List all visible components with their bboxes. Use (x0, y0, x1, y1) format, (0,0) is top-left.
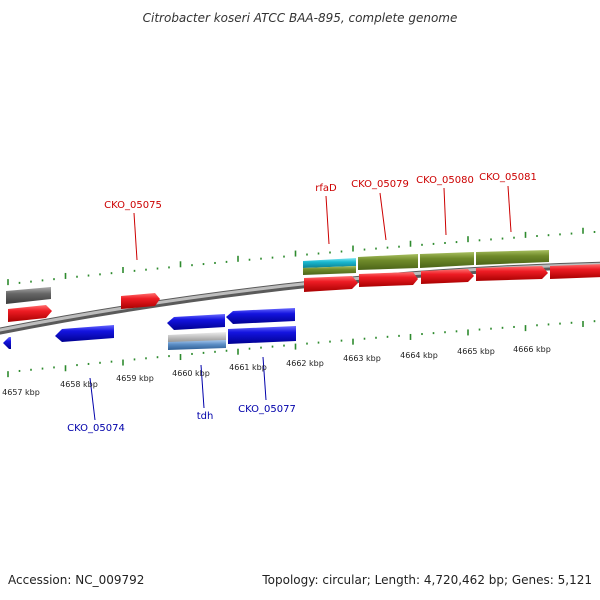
inner-tick-ring (7, 320, 596, 378)
gene-rfad-rna-lower[interactable] (303, 266, 356, 275)
label-cko-05079[interactable]: CKO_05079 (351, 179, 409, 190)
forward-gene[interactable] (304, 276, 358, 292)
tick-label-4665: 4665 kbp (457, 347, 495, 356)
forward-label-leaders (133, 185, 512, 261)
gene-tdh-gray[interactable] (168, 332, 226, 343)
genome-summary-text: Topology: circular; Length: 4,720,462 bp… (262, 573, 592, 587)
outer-tick-ring (7, 227, 596, 286)
accession-text: Accession: NC_009792 (8, 573, 145, 587)
forward-gene[interactable] (421, 269, 474, 284)
tick-label-4660: 4660 kbp (172, 369, 210, 378)
label-cko-05081[interactable]: CKO_05081 (479, 172, 537, 183)
tick-label-4663: 4663 kbp (343, 354, 381, 363)
forward-gene[interactable] (8, 305, 52, 322)
tick-label-4657: 4657 kbp (2, 388, 40, 397)
gene-cko-05080-rna[interactable] (420, 252, 474, 268)
forward-gene[interactable] (476, 266, 548, 281)
tick-label-4666: 4666 kbp (513, 345, 551, 354)
tick-label-4658: 4658 kbp (60, 380, 98, 389)
pseudogene-feature[interactable] (6, 287, 51, 304)
gene-rfad-rna[interactable] (303, 258, 356, 268)
tick-label-4661: 4661 kbp (229, 363, 267, 372)
gene-cko-05081-rna[interactable] (476, 250, 549, 265)
map-title: Citrobacter koseri ATCC BAA-895, complet… (143, 11, 458, 25)
label-tdh[interactable]: tdh (197, 411, 214, 422)
gene-cko-05075[interactable] (121, 293, 160, 309)
reverse-gene-labels: CKO_05074 tdh CKO_05077 (67, 404, 296, 434)
gene-tdh-steel[interactable] (168, 340, 226, 350)
label-cko-05074[interactable]: CKO_05074 (67, 423, 125, 434)
gene-cko-05074[interactable] (55, 325, 114, 342)
label-cko-05080[interactable]: CKO_05080 (416, 175, 474, 186)
tick-label-4662: 4662 kbp (286, 359, 324, 368)
forward-gene-labels: CKO_05075 rfaD CKO_05079 CKO_05080 CKO_0… (104, 172, 537, 211)
reverse-strand-features (3, 308, 296, 350)
reverse-gene[interactable] (3, 337, 11, 349)
gene-tdh-upper[interactable] (167, 314, 225, 330)
gene-cko-05079-rna[interactable] (358, 254, 418, 270)
forward-gene[interactable] (359, 272, 418, 287)
kbp-tick-labels: 4657 kbp 4658 kbp 4659 kbp 4660 kbp 4661… (2, 345, 551, 397)
label-rfad[interactable]: rfaD (315, 183, 337, 194)
tick-label-4664: 4664 kbp (400, 351, 438, 360)
label-cko-05075[interactable]: CKO_05075 (104, 200, 162, 211)
tick-label-4659: 4659 kbp (116, 374, 154, 383)
gene-cko-05077-upper[interactable] (226, 308, 295, 324)
forward-strand-features (6, 250, 600, 322)
reverse-label-leaders (89, 356, 267, 421)
label-cko-05077[interactable]: CKO_05077 (238, 404, 296, 415)
forward-gene[interactable] (550, 264, 600, 279)
gene-cko-05077[interactable] (228, 326, 296, 344)
